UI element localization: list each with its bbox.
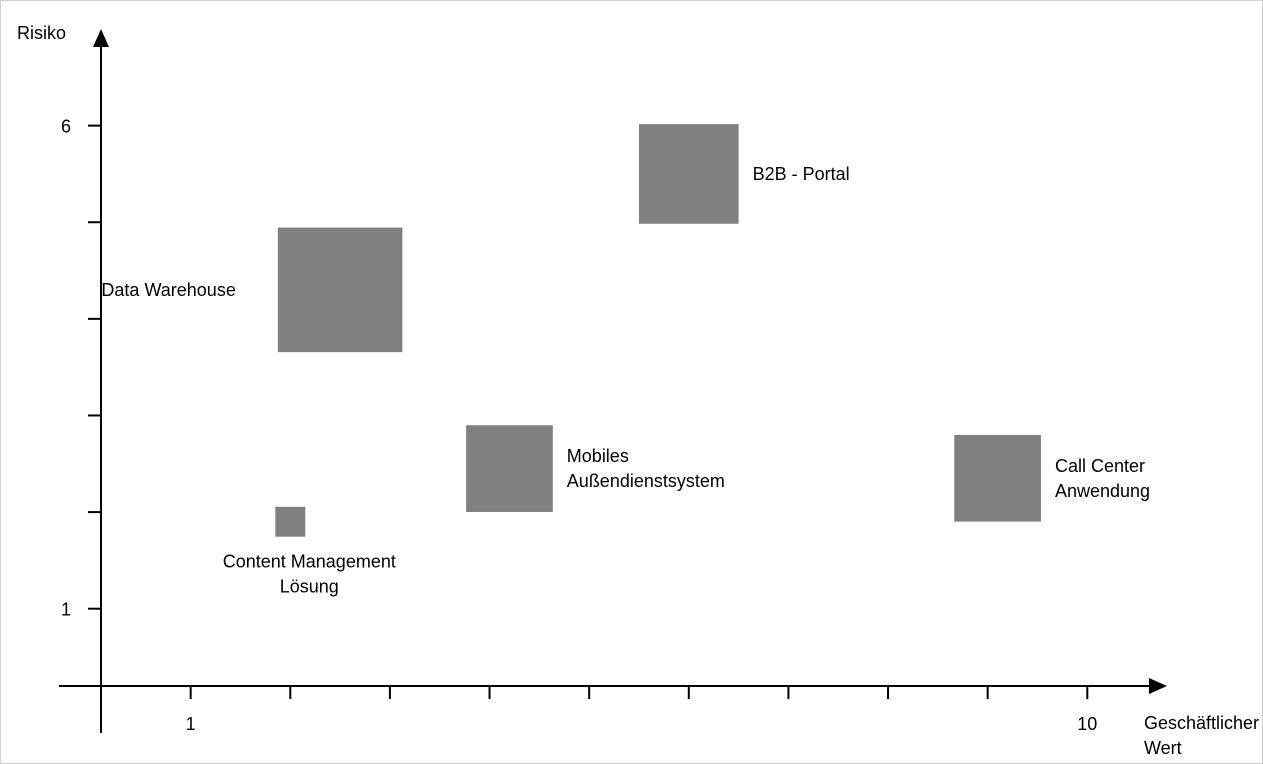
y-tick-label: 6 (61, 117, 71, 137)
data-point (638, 124, 739, 224)
data-point-label: Content Management (223, 552, 396, 572)
data-point (466, 425, 553, 512)
x-axis-title: Geschäftlicher (1144, 713, 1259, 733)
ticks: 1 10 1 6 (61, 117, 1097, 734)
y-axis-arrow-icon (93, 29, 109, 47)
data-point-label: Call Center (1055, 456, 1145, 476)
data-point-label: Data Warehouse (101, 280, 235, 300)
x-axis-title: Wert (1144, 738, 1182, 758)
data-point (275, 506, 306, 537)
data-point-label: Lösung (280, 577, 339, 597)
point-labels: B2B - Portal Data Warehouse Mobiles Außendi… (101, 164, 1150, 597)
y-axis-title: Risiko (17, 23, 66, 43)
y-tick-label: 1 (61, 600, 71, 620)
data-point-label: Außendienstsystem (567, 471, 725, 491)
data-point-label: Mobiles (567, 446, 629, 466)
data-point (277, 227, 403, 353)
data-point-label: B2B - Portal (753, 164, 850, 184)
x-axis-arrow-icon (1149, 678, 1167, 694)
axes: Risiko Geschäftlicher Wert (17, 23, 1259, 758)
x-tick-label: 10 (1077, 714, 1097, 734)
data-point-label: Anwendung (1055, 481, 1150, 501)
data-point (954, 434, 1041, 522)
x-tick-label: 1 (186, 714, 196, 734)
data-points (275, 124, 1041, 537)
